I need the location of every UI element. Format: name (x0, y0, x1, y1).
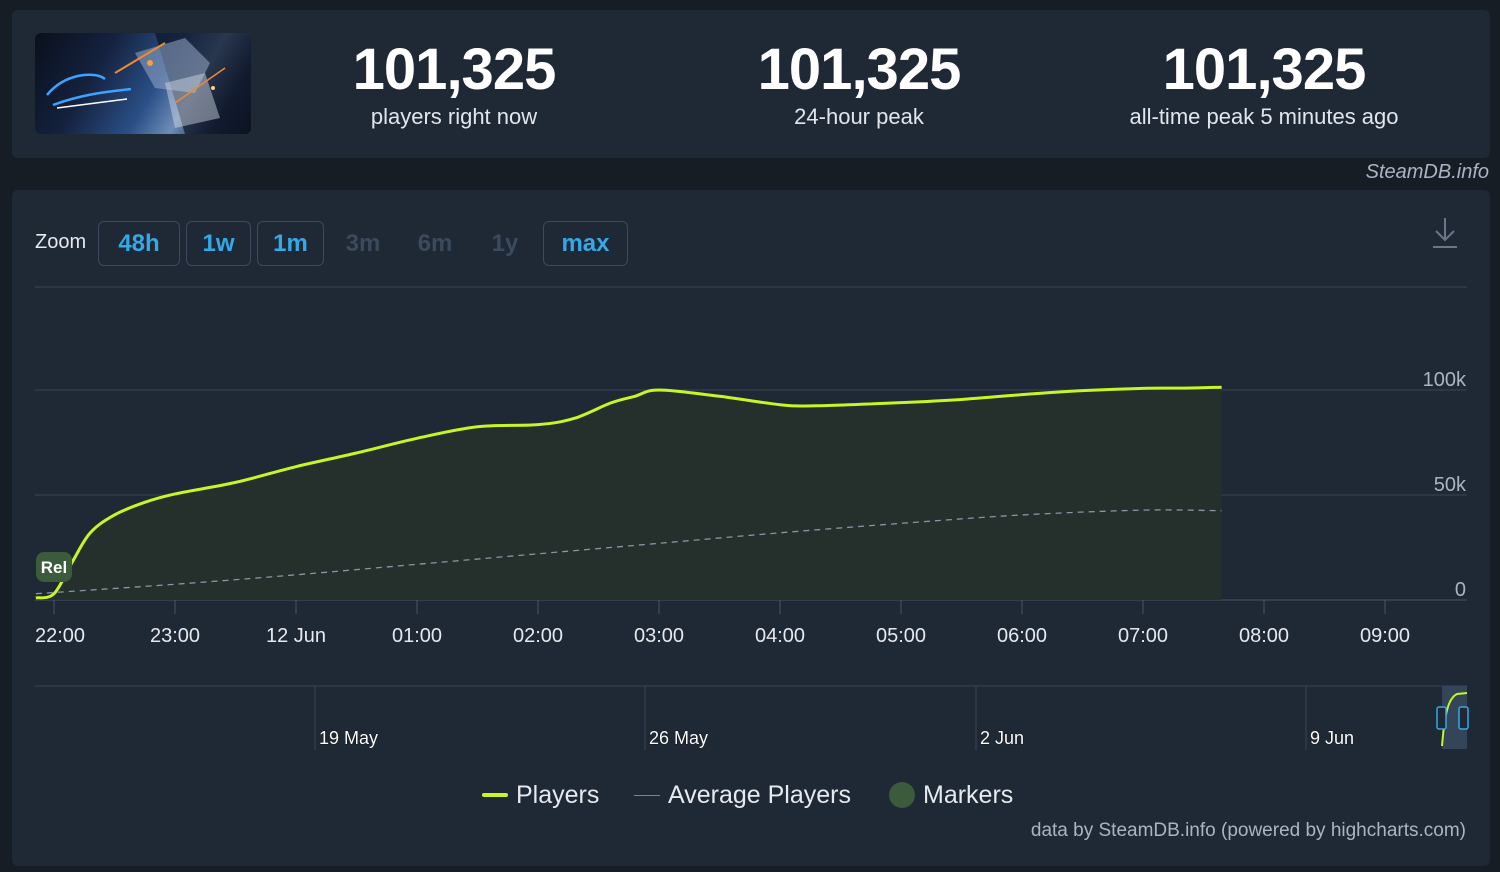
navigator-handle[interactable] (1436, 706, 1447, 730)
steamdb-credit[interactable]: SteamDB.info (1365, 161, 1489, 183)
zoom-1m-button[interactable]: 1m (257, 221, 324, 266)
game-thumbnail[interactable] (35, 33, 251, 134)
players-area (35, 387, 1222, 600)
x-tick-label: 07:00 (1118, 625, 1168, 647)
players-now-label: players right now (370, 104, 538, 129)
zoom-max-button[interactable]: max (543, 221, 628, 266)
x-tick-label: 03:00 (634, 625, 684, 647)
players-chart[interactable]: 0 50k 100k 22:00 23:00 12 Jun 01:00 02:00 03:00… (12, 190, 1490, 770)
highcharts-credit[interactable]: data by SteamDB.info (powered by highcha… (1030, 820, 1466, 841)
release-marker[interactable]: Rel (36, 552, 72, 582)
navigator-handle[interactable] (1458, 706, 1469, 730)
zoom-label: Zoom (35, 231, 87, 253)
average-swatch (634, 794, 660, 796)
marker-badge (36, 552, 72, 582)
x-tick-label: 08:00 (1239, 625, 1289, 647)
stat-24h-peak: 101,325 24-hour peak (649, 38, 1069, 130)
zoom-3m-button: 3m (330, 221, 396, 266)
legend-average-players[interactable]: Average Players (634, 778, 851, 812)
y-tick-label: 100k (1423, 369, 1467, 391)
legend-average-label: Average Players (668, 780, 851, 809)
navigator-window[interactable] (1436, 686, 1469, 749)
markers[interactable]: Rel (36, 552, 72, 582)
x-axis-labels: 22:00 23:00 12 Jun 01:00 02:00 03:00 04:00 05:0… (35, 600, 1410, 647)
x-tick-label: 09:00 (1360, 625, 1410, 647)
players-area-fill (35, 387, 1222, 600)
x-tick-label: 05:00 (876, 625, 926, 647)
marker-label: Rel (41, 558, 67, 577)
stat-players-now: 101,325 players right now (244, 38, 664, 130)
navigator-series (1441, 692, 1468, 747)
legend-players-label: Players (516, 780, 600, 809)
x-tick-label: 02:00 (513, 625, 563, 647)
peak-24h-value: 101,325 (757, 37, 962, 102)
players-line[interactable] (35, 385, 1222, 600)
legend-players[interactable]: Players (482, 778, 599, 812)
peak-24h-label: 24-hour peak (794, 104, 924, 129)
stat-all-time-peak: 101,325 all-time peak 5 minutes ago (1054, 38, 1474, 130)
chart-panel: Zoom 48h 1w 1m 3m 6m 1y max 0 50k 100k 22:… (12, 190, 1490, 866)
y-tick-label: 0 (1455, 579, 1466, 601)
chart-legend: Players Average Players Markers (12, 778, 1490, 812)
stats-panel: 101,325 players right now 101,325 24-hou… (12, 10, 1490, 158)
x-tick-label: 22:00 (35, 625, 85, 647)
players-swatch (482, 793, 508, 797)
players-series[interactable] (35, 385, 1222, 600)
x-tick-label: 01:00 (392, 625, 442, 647)
markers-swatch (889, 782, 915, 808)
y-tick-label: 50k (1434, 474, 1467, 496)
x-tick-label: 12 Jun (266, 625, 326, 647)
average-players-series (35, 509, 1222, 595)
all-time-peak-label: all-time peak 5 minutes ago (1129, 104, 1399, 129)
zoom-1w-button[interactable]: 1w (186, 221, 251, 266)
x-tick-label: 06:00 (997, 625, 1047, 647)
legend-markers-label: Markers (923, 780, 1014, 809)
navigator-label: 9 Jun (1310, 728, 1354, 748)
navigator-label: 19 May (319, 728, 378, 748)
average-players-line[interactable] (35, 509, 1222, 595)
players-now-value: 101,325 (352, 37, 557, 102)
navigator-label: 2 Jun (980, 728, 1024, 748)
zoom-6m-button: 6m (402, 221, 468, 266)
navigator[interactable]: 19 May 26 May 2 Jun 9 Jun (35, 685, 1469, 750)
navigator-label: 26 May (649, 728, 708, 748)
y-axis-labels: 0 50k 100k (1423, 369, 1467, 601)
x-tick-label: 04:00 (755, 625, 805, 647)
zoom-48h-button[interactable]: 48h (98, 221, 180, 266)
x-tick-label: 23:00 (150, 625, 200, 647)
zoom-1y-button: 1y (474, 221, 536, 266)
download-icon[interactable] (1430, 216, 1460, 250)
legend-markers[interactable]: Markers (889, 778, 1013, 812)
all-time-peak-value: 101,325 (1162, 37, 1367, 102)
thumbnail-art (46, 33, 251, 134)
